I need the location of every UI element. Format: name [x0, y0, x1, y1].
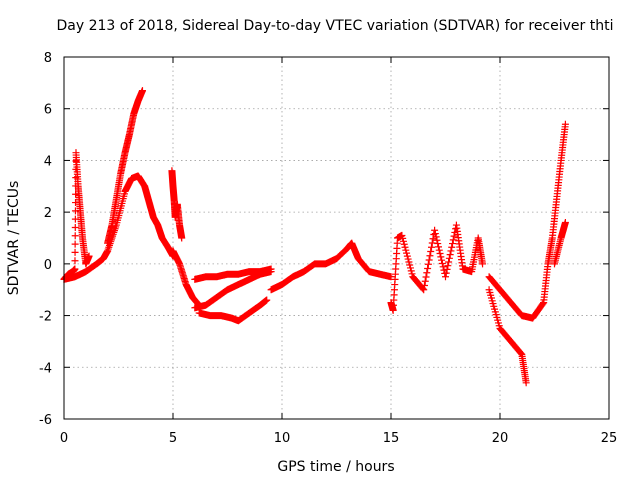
series-marks: [540, 120, 569, 307]
series-early-spike: [60, 149, 93, 283]
y-tick-label: 0: [44, 258, 52, 273]
series-lower-afternoon: [195, 296, 271, 325]
series-marks: [551, 218, 569, 268]
chart-title: Day 213 of 2018, Sidereal Day-to-day VTE…: [57, 18, 614, 34]
series-evening: [387, 221, 487, 314]
grid: [64, 57, 609, 419]
series-morning-rise-steep: [104, 87, 146, 247]
series-marks: [195, 296, 271, 325]
series-marks: [485, 286, 530, 387]
series-midday: [267, 239, 395, 294]
series-late-upper: [485, 273, 548, 322]
x-tick-label: 20: [492, 431, 509, 446]
series-spike-at-5: [168, 167, 186, 242]
series-marks: [267, 239, 395, 294]
y-tick-label: 8: [44, 51, 52, 66]
x-axis-label: GPS time / hours: [277, 459, 394, 475]
y-tick-label: 2: [44, 206, 52, 221]
series-marks: [104, 87, 146, 247]
series-marks: [485, 273, 548, 322]
x-tick-label: 15: [383, 431, 400, 446]
series-morning-rise-broad: [104, 172, 177, 260]
series-marks: [387, 221, 487, 314]
data-marks: [60, 87, 569, 387]
series-middle-afternoon: [191, 268, 275, 312]
y-tick-label: 6: [44, 103, 52, 118]
ticks: 0 5 10 15 20 25 -6 -4 -2 0 2 4 6 8: [39, 51, 617, 446]
series-drop-after-5: [169, 247, 203, 309]
series-marks: [104, 172, 177, 260]
y-tick-label: 4: [44, 154, 52, 169]
x-tick-label: 5: [169, 431, 177, 446]
y-tick-label: -2: [39, 310, 52, 325]
y-tick-label: -6: [39, 413, 52, 428]
series-final-lower: [551, 218, 569, 268]
series-marks: [169, 247, 203, 309]
series-marks: [168, 167, 186, 242]
series-late-lower: [485, 286, 530, 387]
y-axis-label: SDTVAR / TECUs: [6, 181, 22, 296]
x-tick-label: 10: [274, 431, 291, 446]
x-tick-label: 0: [60, 431, 68, 446]
plot-frame: [63, 56, 610, 420]
series-marks: [60, 149, 93, 283]
x-tick-label: 25: [601, 431, 618, 446]
series-final-rise: [540, 120, 569, 307]
series-marks: [191, 268, 275, 312]
y-tick-label: -4: [39, 361, 52, 376]
